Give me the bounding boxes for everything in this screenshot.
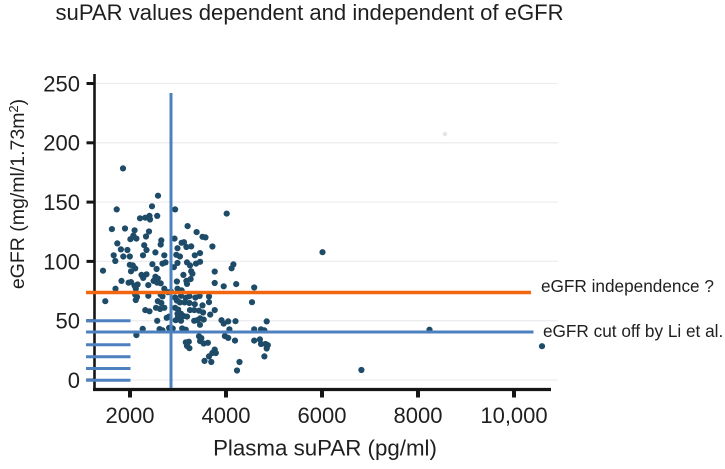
svg-text:250: 250 <box>43 71 80 96</box>
svg-text:150: 150 <box>43 190 80 215</box>
svg-text:8000: 8000 <box>394 403 443 428</box>
svg-text:Plasma suPAR (pg/ml): Plasma suPAR (pg/ml) <box>213 436 437 461</box>
svg-text:2000: 2000 <box>106 403 155 428</box>
svg-text:eGFR cut off by Li et al.: eGFR cut off by Li et al. <box>543 321 723 341</box>
svg-text:eGFR (mg/ml/1.73m2): eGFR (mg/ml/1.73m2) <box>6 99 29 289</box>
svg-text:100: 100 <box>43 249 80 274</box>
svg-text:6000: 6000 <box>298 403 347 428</box>
svg-text:eGFR independence ?: eGFR independence ? <box>541 276 714 296</box>
svg-text:50: 50 <box>56 309 80 334</box>
svg-text:4000: 4000 <box>202 403 251 428</box>
svg-text:0: 0 <box>68 368 80 393</box>
svg-text:suPAR values dependent and ind: suPAR values dependent and independent o… <box>56 0 564 25</box>
svg-text:10,000: 10,000 <box>480 403 547 428</box>
svg-text:200: 200 <box>43 131 80 156</box>
